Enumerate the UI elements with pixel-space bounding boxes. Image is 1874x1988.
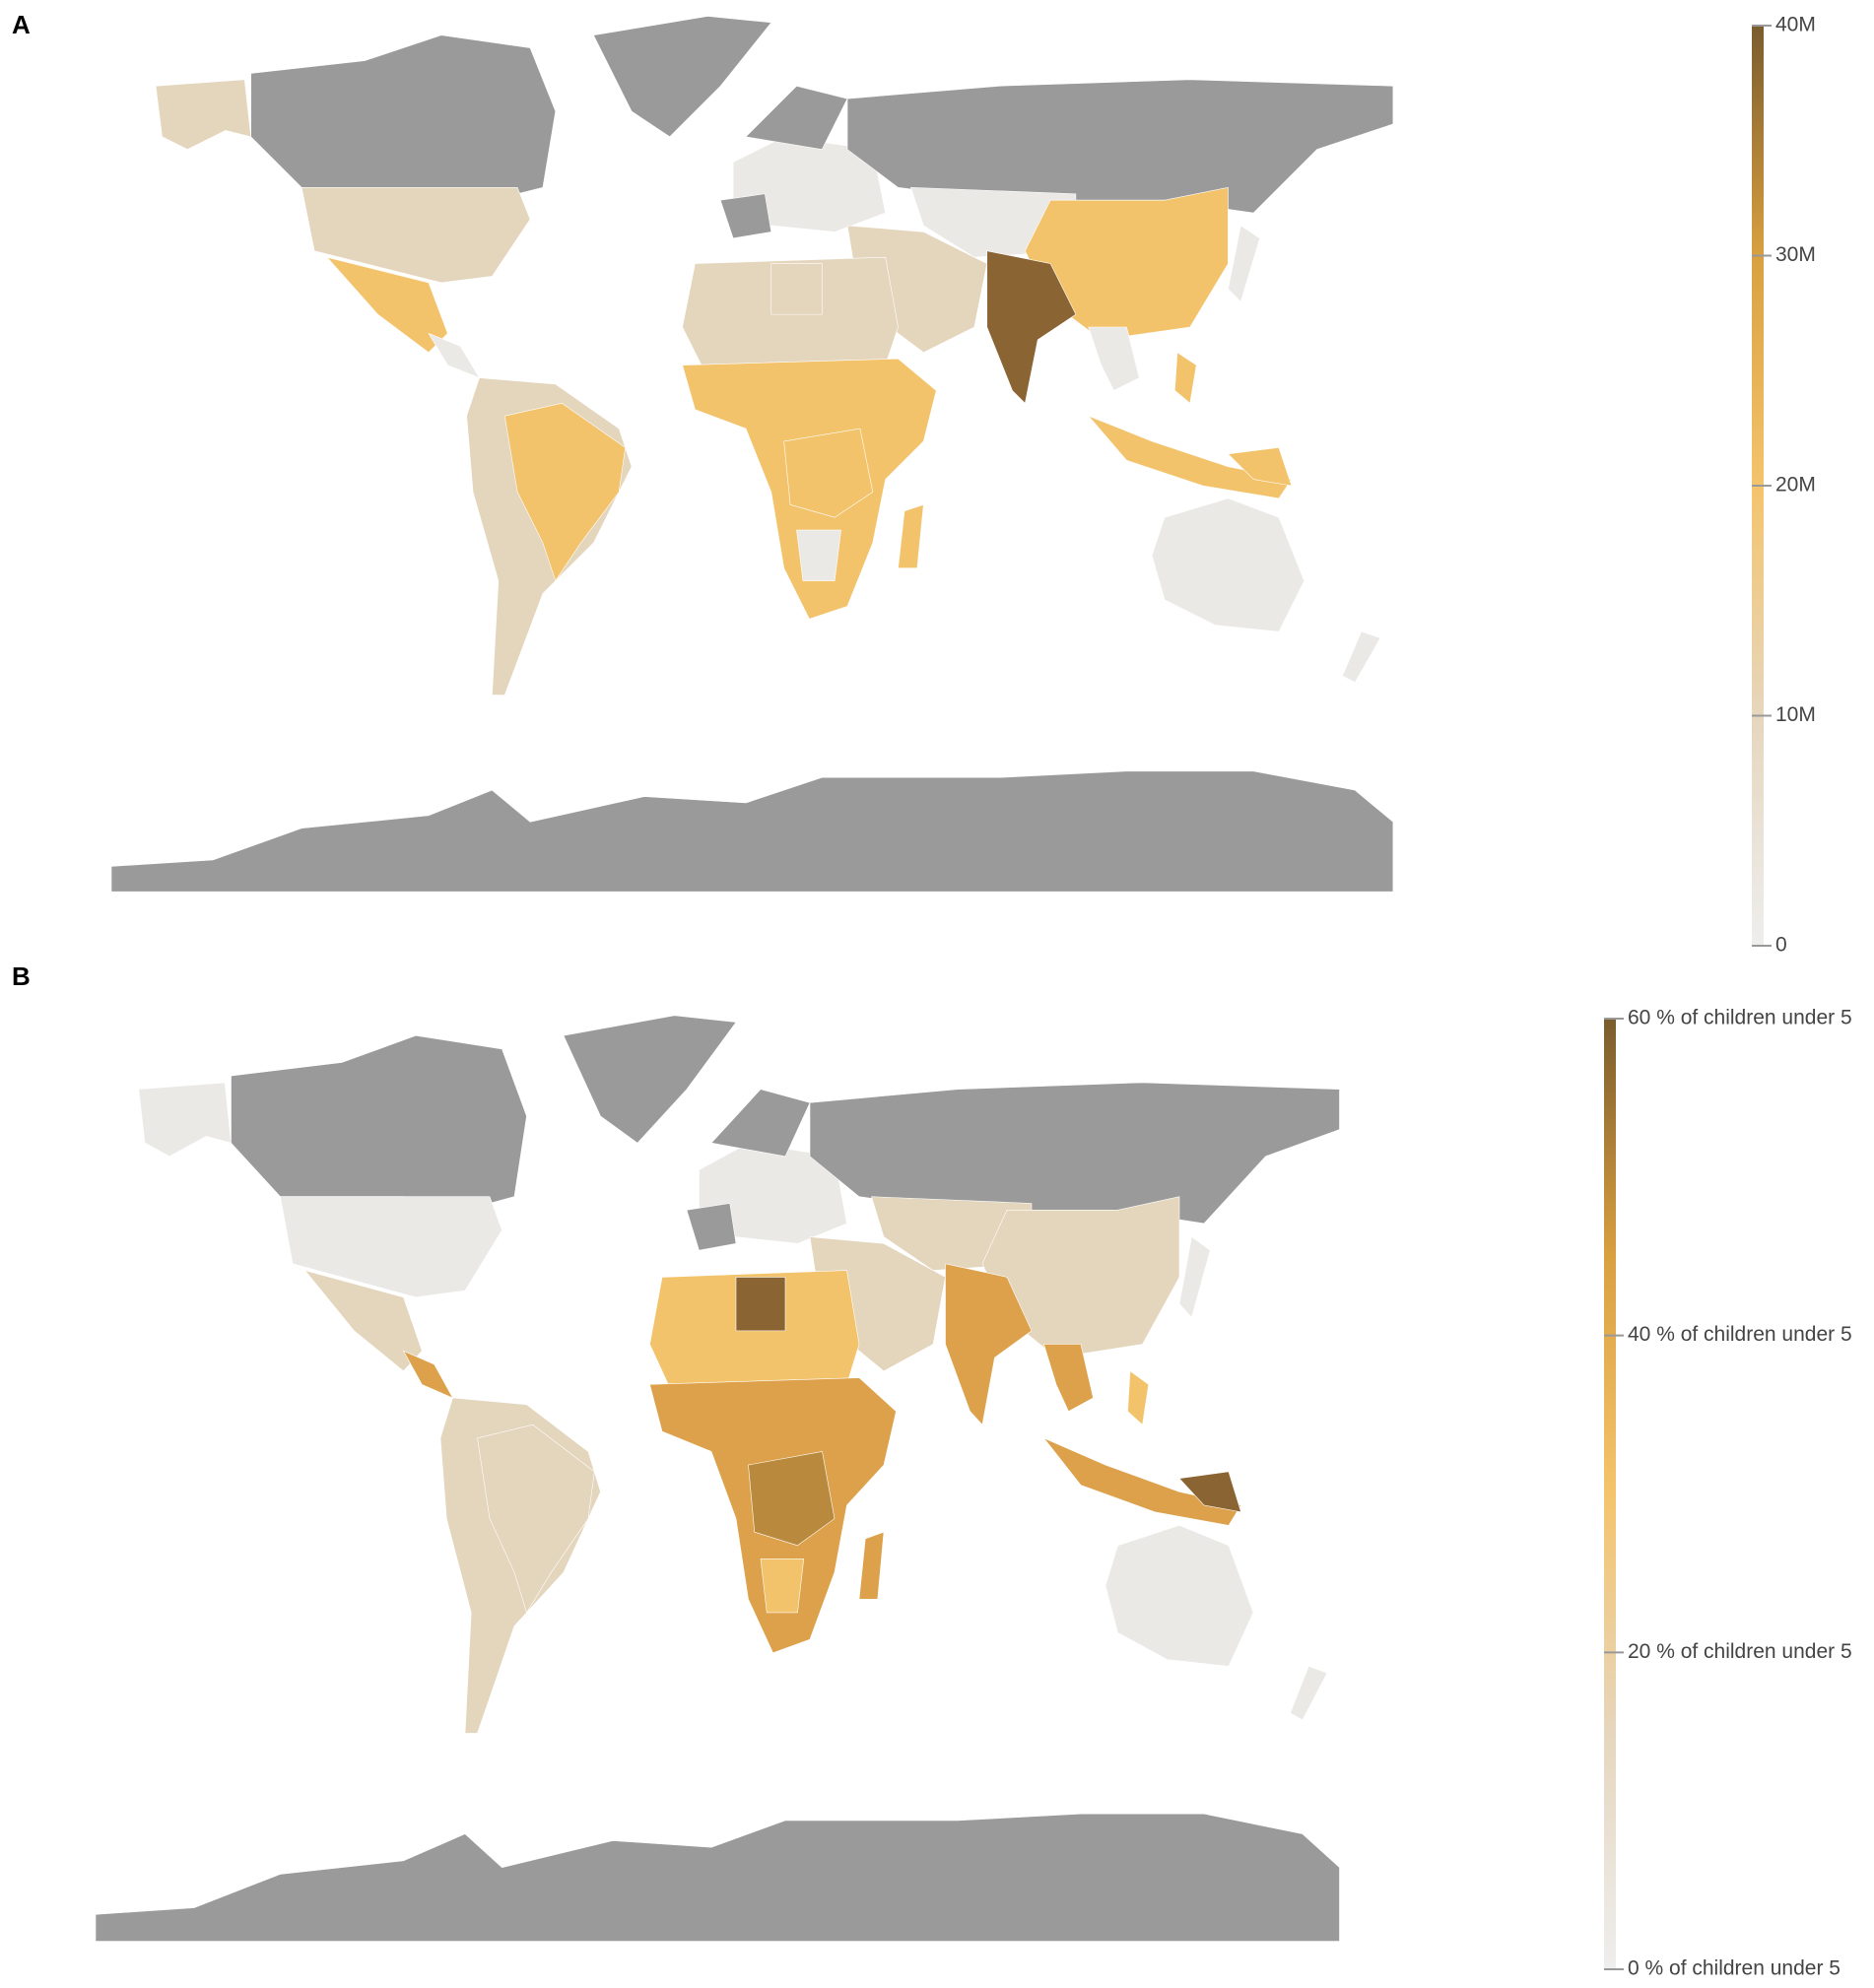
country — [478, 1425, 595, 1613]
country — [1044, 1438, 1241, 1526]
country — [784, 429, 873, 517]
country — [797, 530, 841, 581]
country — [1089, 327, 1140, 390]
country — [749, 1451, 836, 1545]
country — [859, 1532, 884, 1599]
country — [593, 16, 770, 136]
country — [281, 1197, 502, 1297]
country — [156, 80, 251, 150]
tick-label: 0 % of children under 5 — [1628, 1957, 1841, 1980]
country — [1179, 1237, 1210, 1318]
country — [746, 86, 847, 149]
tick-label: 60 % of children under 5 — [1628, 1007, 1852, 1029]
country — [946, 1264, 1033, 1425]
country — [429, 333, 480, 377]
country — [987, 251, 1076, 404]
country — [504, 403, 625, 580]
country — [1228, 447, 1291, 486]
country — [720, 194, 771, 238]
country — [1044, 1345, 1094, 1412]
world-map — [111, 16, 1393, 892]
country — [1174, 353, 1196, 404]
country — [1291, 1666, 1328, 1719]
country — [761, 1558, 804, 1612]
country — [1342, 631, 1380, 683]
tick-label: 20 % of children under 5 — [1628, 1640, 1852, 1663]
country — [847, 80, 1393, 213]
country — [1228, 226, 1259, 301]
tick-label: 10M — [1775, 703, 1816, 726]
country — [899, 504, 924, 567]
tick-label: 40M — [1775, 14, 1816, 36]
country — [711, 1090, 810, 1157]
tick-label: 20M — [1775, 474, 1816, 497]
country — [139, 1083, 232, 1157]
country — [1179, 1472, 1241, 1512]
panel-label: A — [12, 10, 31, 39]
country — [301, 187, 530, 283]
panel-label: B — [12, 961, 31, 991]
country — [564, 1016, 736, 1143]
country — [404, 1351, 453, 1398]
world-map — [96, 1016, 1340, 1942]
country — [1128, 1371, 1149, 1425]
country — [1089, 416, 1292, 498]
tick-label: 0 — [1775, 934, 1787, 957]
country — [96, 1814, 1340, 1941]
color-bar — [1604, 1019, 1616, 1969]
country — [771, 264, 823, 315]
country — [736, 1277, 785, 1330]
country — [1152, 498, 1305, 631]
country — [111, 771, 1393, 892]
country — [810, 1083, 1340, 1224]
tick-label: 30M — [1775, 243, 1816, 266]
tick-label: 40 % of children under 5 — [1628, 1323, 1852, 1346]
country — [687, 1203, 736, 1250]
country — [1105, 1525, 1253, 1666]
country — [251, 35, 556, 200]
country — [232, 1035, 527, 1210]
